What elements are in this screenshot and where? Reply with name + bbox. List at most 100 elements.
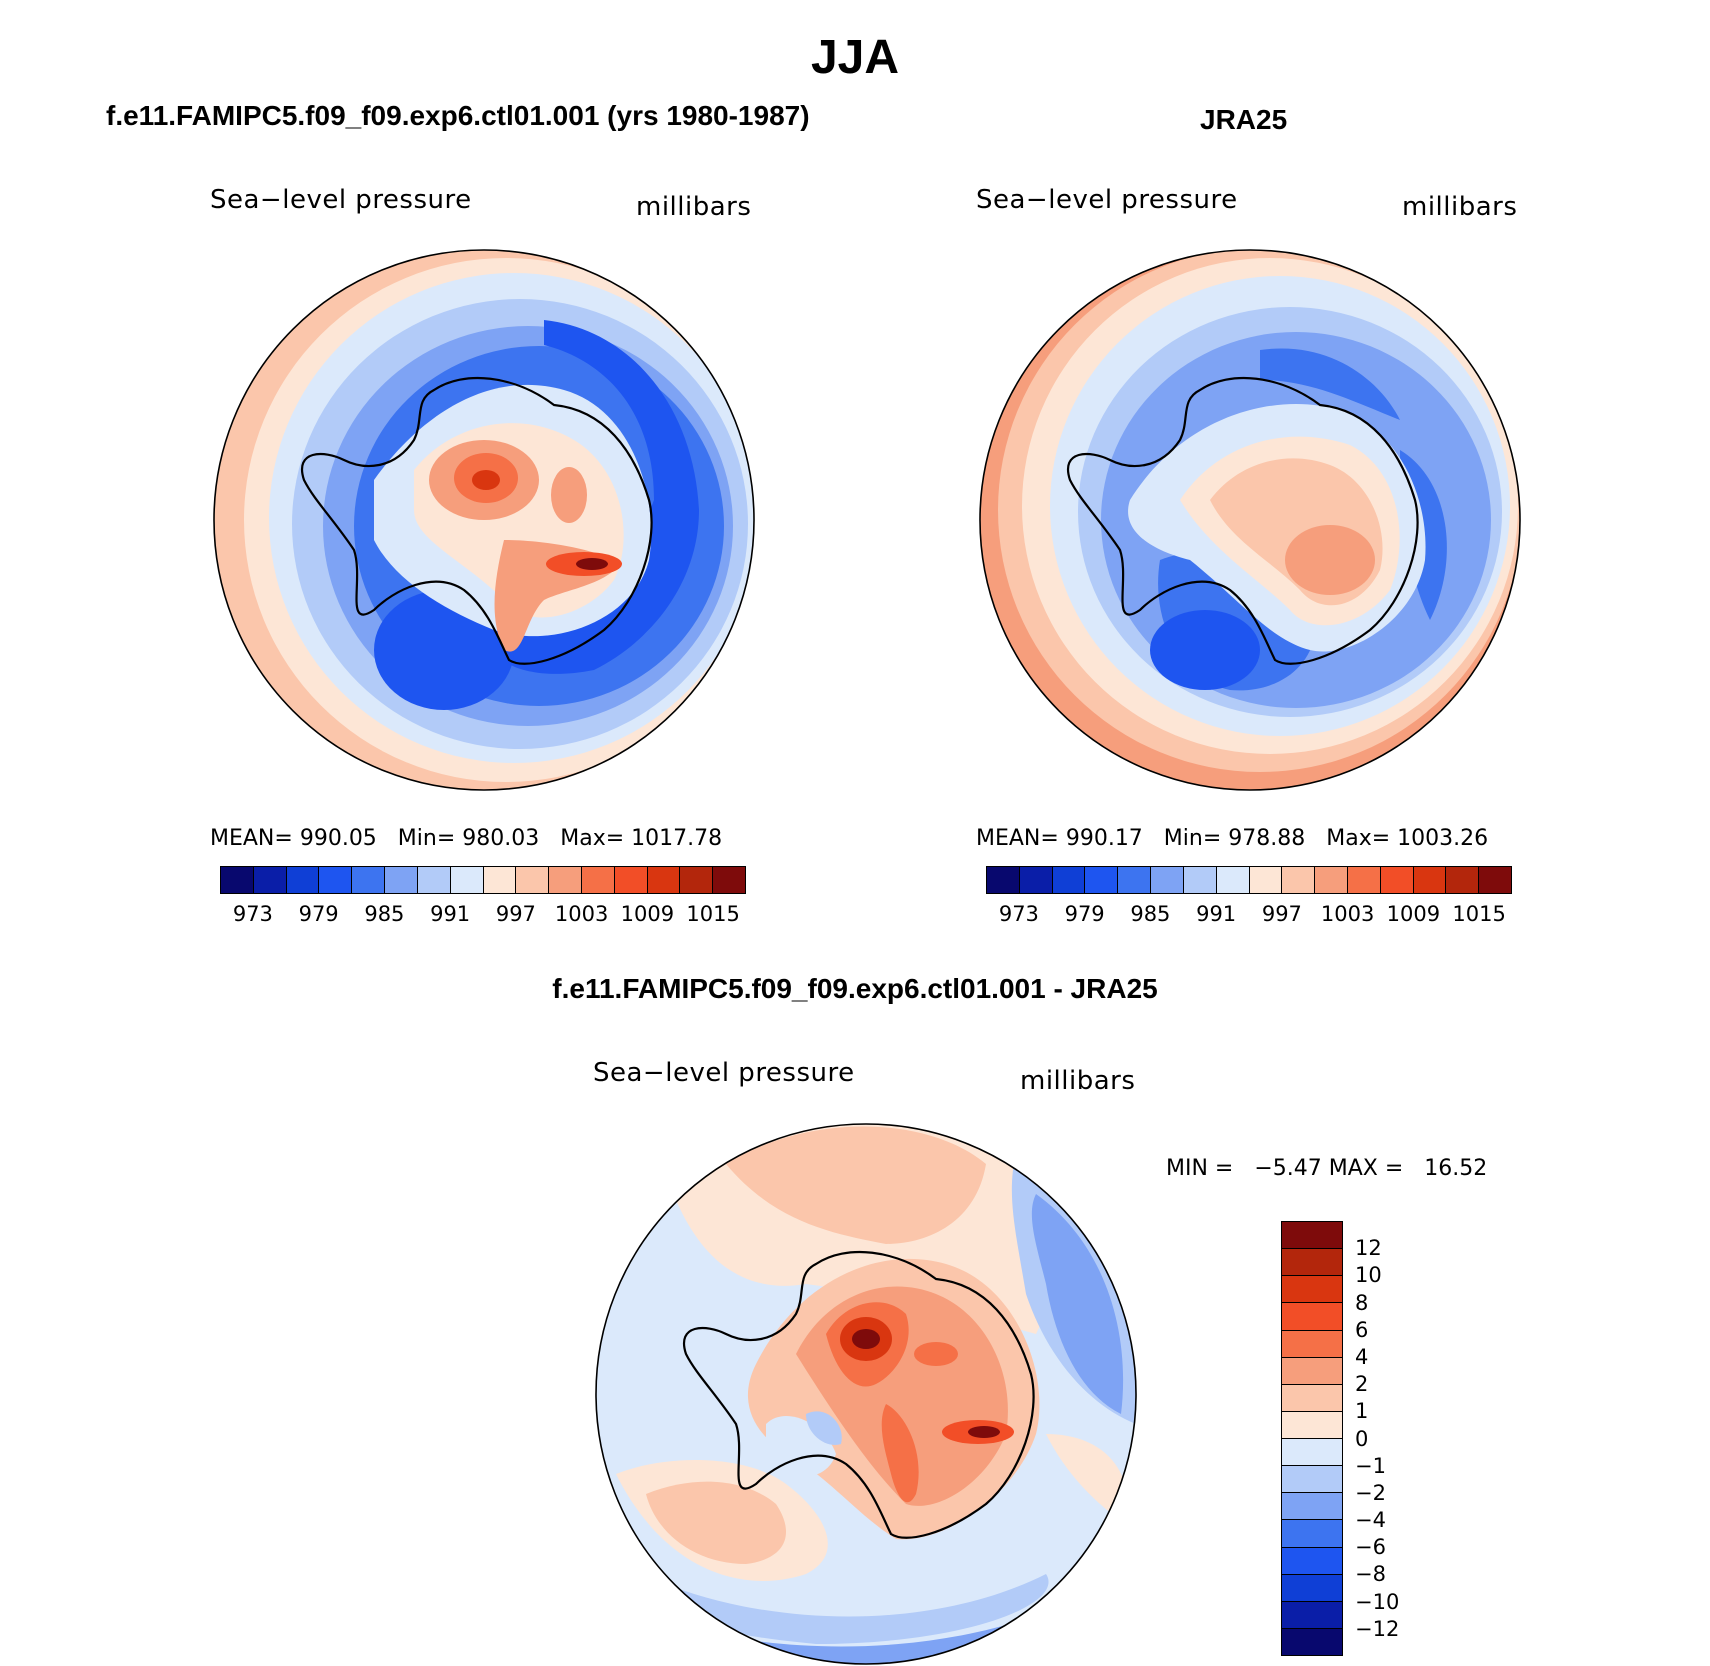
panel-3-colorbar-tick-label: 10 bbox=[1355, 1263, 1382, 1288]
panel-1-colorbar-swatch bbox=[385, 867, 418, 893]
panel-2-colorbar-labels: 973 979 985 991 997 1003 1009 1015 bbox=[986, 902, 1512, 928]
panel-3-minmax: MIN = −5.47 MAX = 16.52 bbox=[1166, 1156, 1487, 1181]
panel-1-colorbar-tick-label: 997 bbox=[495, 902, 536, 926]
panel-3-colorbar-swatch bbox=[1282, 1276, 1342, 1304]
panel-3-colorbar-tick-label: 8 bbox=[1355, 1290, 1369, 1315]
panel-1-header: f.e11.FAMIPC5.f09_f09.exp6.ctl01.001 (yr… bbox=[106, 100, 810, 131]
panel-2-colorbar-swatch bbox=[1183, 867, 1217, 893]
panel-1-colorbar-labels: 973 979 985 991 997 1003 1009 1015 bbox=[220, 902, 746, 928]
panel-2-mean-label: MEAN= bbox=[976, 826, 1059, 851]
panel-2-colorbar-tick-label: 1009 bbox=[1386, 902, 1441, 926]
panel-2-colorbar-tick-label: 979 bbox=[1064, 902, 1105, 926]
panel-3-colorbar-swatch bbox=[1282, 1439, 1342, 1467]
panel-1-colorbar-swatch bbox=[483, 867, 517, 893]
panel-2-colorbar-swatch bbox=[1216, 867, 1250, 893]
panel-2-colorbar-swatch bbox=[1085, 867, 1119, 893]
panel-2-colorbar-swatch bbox=[1347, 867, 1381, 893]
panel-2-colorbar-tick-label: 973 bbox=[998, 902, 1039, 926]
panel-2-max-label: Max= bbox=[1326, 826, 1391, 851]
panel-3-colorbar-tick-label: 6 bbox=[1355, 1317, 1369, 1342]
panel-3-colorbar-swatch bbox=[1282, 1547, 1342, 1575]
panel-3-units-label: millibars bbox=[1020, 1066, 1136, 1096]
panel-3-colorbar-tick-label: −6 bbox=[1355, 1535, 1386, 1560]
panel-2-colorbar-swatch bbox=[1446, 867, 1480, 893]
panel-2-colorbar-tick-label: 985 bbox=[1130, 902, 1171, 926]
panel-3-colorbar-swatch bbox=[1282, 1466, 1342, 1494]
panel-2-colorbar-tick-label: 1003 bbox=[1320, 902, 1375, 926]
panel-1-colorbar-tick-label: 973 bbox=[232, 902, 273, 926]
panel-3-colorbar-swatch bbox=[1282, 1249, 1342, 1277]
panel-1-variable-label: Sea−level pressure bbox=[210, 185, 472, 215]
panel-2-colorbar-swatch bbox=[1380, 867, 1414, 893]
panel-3-colorbar-tick-label: 2 bbox=[1355, 1372, 1369, 1397]
panel-3-colorbar-tick-label: 12 bbox=[1355, 1236, 1382, 1261]
panel-2-colorbar-swatch bbox=[1052, 867, 1086, 893]
panel-1-colorbar-tick-label: 979 bbox=[298, 902, 339, 926]
panel-2-colorbar-swatch bbox=[1315, 867, 1348, 893]
panel-2-max-value: 1003.26 bbox=[1397, 826, 1489, 851]
panel-3-max-label: MAX = bbox=[1328, 1156, 1404, 1181]
panel-1-colorbar-swatch bbox=[286, 867, 320, 893]
panel-1-colorbar-tick-label: 1009 bbox=[620, 902, 675, 926]
panel-3-polar-map bbox=[595, 1123, 1137, 1665]
panel-3-colorbar-tick-label: 0 bbox=[1355, 1426, 1369, 1451]
panel-1-colorbar-tick-label: 1015 bbox=[686, 902, 740, 926]
panel-2-min-value: 978.88 bbox=[1228, 826, 1306, 851]
panel-3-header: f.e11.FAMIPC5.f09_f09.exp6.ctl01.001 - J… bbox=[552, 973, 1158, 1004]
panel-2-colorbar-swatch bbox=[987, 867, 1020, 893]
panel-3-variable-label: Sea−level pressure bbox=[593, 1058, 855, 1088]
panel-1-max-value: 1017.78 bbox=[631, 826, 723, 851]
panel-1-colorbar-swatch bbox=[647, 867, 681, 893]
panel-2-units-label: millibars bbox=[1402, 192, 1518, 222]
panel-3-colorbar-tick-label: −2 bbox=[1355, 1480, 1386, 1505]
panel-3-colorbar-swatch bbox=[1282, 1222, 1342, 1250]
panel-3-colorbar-swatch bbox=[1282, 1601, 1342, 1629]
panel-1-colorbar-tick-label: 991 bbox=[430, 902, 471, 926]
panel-2-colorbar-tick-label: 1015 bbox=[1452, 902, 1506, 926]
panel-3-colorbar-tick-label: −8 bbox=[1355, 1562, 1386, 1587]
panel-2-header: JRA25 bbox=[1200, 104, 1288, 135]
panel-3-colorbar-tick-label: −4 bbox=[1355, 1508, 1386, 1533]
panel-3-colorbar-swatch bbox=[1282, 1493, 1342, 1521]
panel-1-colorbar-swatch bbox=[614, 867, 648, 893]
panel-3-min-value: −5.47 bbox=[1254, 1156, 1322, 1181]
panel-2-colorbar-swatch bbox=[1019, 867, 1053, 893]
panel-2-colorbar-swatch bbox=[1151, 867, 1184, 893]
panel-1-colorbar-swatch bbox=[417, 867, 451, 893]
panel-3-colorbar-swatch bbox=[1282, 1411, 1342, 1439]
panel-2-polar-map bbox=[979, 249, 1521, 791]
panel-1-colorbar-swatch bbox=[581, 867, 615, 893]
panel-1-polar-map bbox=[213, 249, 755, 791]
panel-1-colorbar-swatch bbox=[713, 867, 745, 893]
panel-1-mean-label: MEAN= bbox=[210, 826, 293, 851]
panel-2-colorbar-swatch bbox=[1282, 867, 1316, 893]
panel-1-max-label: Max= bbox=[560, 826, 625, 851]
panel-1-colorbar-swatch bbox=[253, 867, 287, 893]
panel-1-units-label: millibars bbox=[636, 192, 752, 222]
panel-1-stats: MEAN= 990.05 Min= 980.03 Max= 1017.78 bbox=[210, 826, 722, 851]
panel-3-colorbar-tick-label: −12 bbox=[1355, 1616, 1400, 1641]
panel-2-colorbar-swatch bbox=[1479, 867, 1511, 893]
panel-3-colorbar-swatch bbox=[1282, 1330, 1342, 1358]
panel-1-colorbar bbox=[220, 866, 746, 894]
panel-3-colorbar-swatch bbox=[1282, 1303, 1342, 1331]
panel-1-colorbar-swatch bbox=[352, 867, 386, 893]
panel-2-min-label: Min= bbox=[1163, 826, 1222, 851]
panel-3-colorbar-tick-label: 1 bbox=[1355, 1399, 1369, 1424]
panel-3-colorbar-tick-label: −1 bbox=[1355, 1453, 1386, 1478]
panel-3-colorbar-swatch bbox=[1282, 1520, 1342, 1548]
panel-1-colorbar-swatch bbox=[221, 867, 254, 893]
panel-1-min-label: Min= bbox=[397, 826, 456, 851]
panel-1-colorbar-tick-label: 985 bbox=[364, 902, 405, 926]
panel-3-max-value: 16.52 bbox=[1424, 1156, 1488, 1181]
panel-3-colorbar-swatch bbox=[1282, 1574, 1342, 1602]
panel-3-colorbar-tick-label: −10 bbox=[1355, 1589, 1400, 1614]
figure-title: JJA bbox=[810, 31, 900, 84]
panel-1-colorbar-swatch bbox=[319, 867, 353, 893]
panel-1-colorbar-swatch bbox=[450, 867, 484, 893]
panel-2-colorbar bbox=[986, 866, 1512, 894]
panel-2-colorbar-swatch bbox=[1413, 867, 1447, 893]
panel-3-colorbar bbox=[1281, 1221, 1343, 1656]
panel-1-min-value: 980.03 bbox=[462, 826, 540, 851]
panel-2-colorbar-swatch bbox=[1118, 867, 1152, 893]
